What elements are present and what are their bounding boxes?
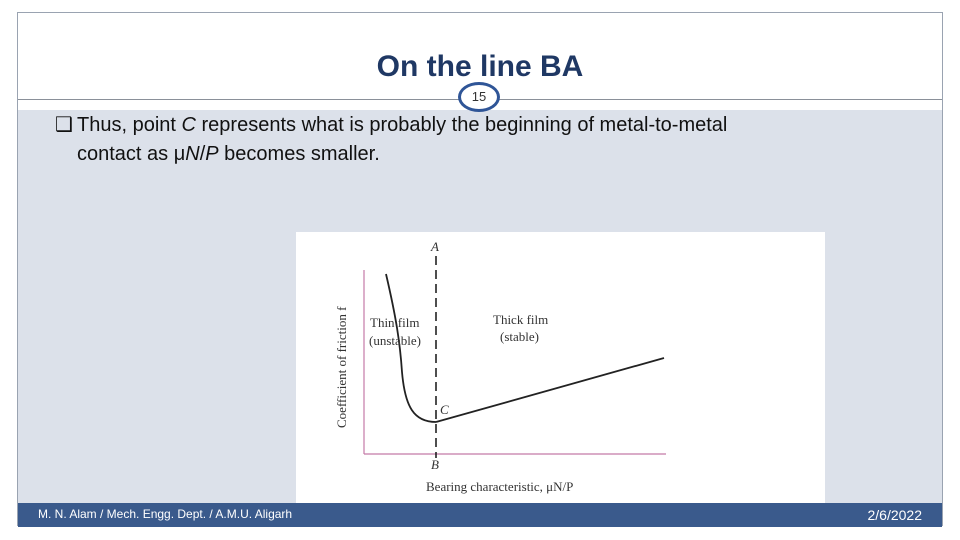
friction-diagram-svg: A B C Thin film (unstable) Thick film (s… (334, 239, 666, 494)
bullet-text: Thus, point C represents what is probabl… (55, 111, 875, 169)
footer-date: 2/6/2022 (867, 507, 923, 523)
point-c-label: C (440, 402, 449, 417)
bullet-italic-run: P (205, 143, 219, 165)
point-b-label: B (431, 457, 439, 472)
page-number-badge: 15 (458, 82, 500, 112)
friction-diagram: A B C Thin film (unstable) Thick film (s… (296, 232, 825, 518)
bullet-text-run: contact as μ (77, 143, 186, 165)
thick-film-sublabel: (stable) (500, 329, 539, 344)
thin-film-label: Thin film (370, 315, 419, 330)
bullet-line: Thus, point C represents what is probabl… (77, 111, 875, 140)
bullet-text-run: Thus, point (77, 114, 182, 136)
bullet-italic-run: N (185, 143, 200, 165)
x-axis-label: Bearing characteristic, μN/P (426, 479, 573, 494)
y-axis-label: Coefficient of friction f (334, 306, 349, 428)
slide-title: On the line BA (376, 50, 584, 83)
thin-film-sublabel: (unstable) (369, 333, 421, 348)
point-a-label: A (430, 239, 439, 254)
thick-film-label: Thick film (493, 312, 548, 327)
bullet-italic-run: C (181, 114, 196, 136)
bullet-text-run: represents what is probably the beginnin… (195, 114, 728, 136)
bullet-point: ❑ Thus, point C represents what is proba… (55, 111, 875, 169)
bullet-text-run: becomes smaller. (218, 143, 380, 165)
bullet-text-run: / (199, 143, 206, 165)
thick-film-line (435, 357, 665, 423)
thin-film-curve (385, 273, 437, 423)
footer-author: M. N. Alam / Mech. Engg. Dept. / A.M.U. … (38, 507, 293, 521)
bullet-marker-icon: ❑ (55, 114, 73, 136)
bullet-line: contact as μN/P becomes smaller. (77, 140, 875, 169)
footer-bar (18, 503, 942, 527)
